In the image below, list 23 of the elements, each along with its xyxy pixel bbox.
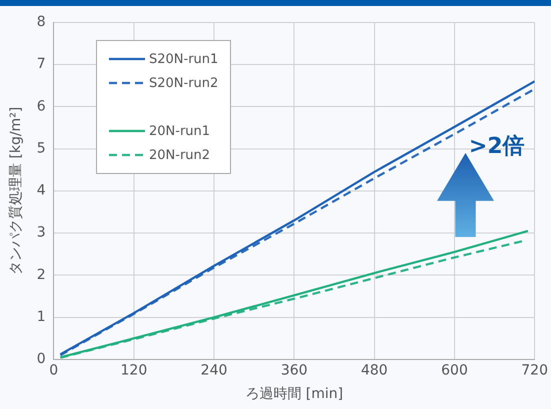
y-tick-label: 2 [36,266,46,283]
y-tick-label: 8 [36,14,46,30]
x-tick-label: 240 [200,362,228,378]
x-tick-label: 480 [360,362,388,378]
x-tick-label: 360 [280,362,308,378]
y-tick-label: 1 [36,308,46,325]
x-tick-label: 720 [521,362,548,378]
y-tick-label: 7 [36,56,46,72]
legend-label: S20N-run1 [149,52,218,66]
y-tick-label: 3 [36,224,46,241]
x-tick-label: 0 [49,362,58,378]
legend-label: 20N-run1 [149,124,210,138]
annotation: >2倍 [468,134,525,160]
y-tick-label: 5 [36,140,46,156]
legend-label: S20N-run2 [149,76,218,90]
x-tick-label: 600 [441,362,468,378]
y-tick-label: 4 [36,182,46,199]
x-tick-label: 120 [120,362,148,378]
y-tick-label: 6 [36,98,46,114]
x-axis-title: ろ過時間 [min] [245,386,344,402]
legend-label: 20N-run2 [149,148,210,162]
y-axis-title: タンパク質処理量 [kg/m²] [8,106,24,276]
y-tick-label: 0 [36,351,46,368]
